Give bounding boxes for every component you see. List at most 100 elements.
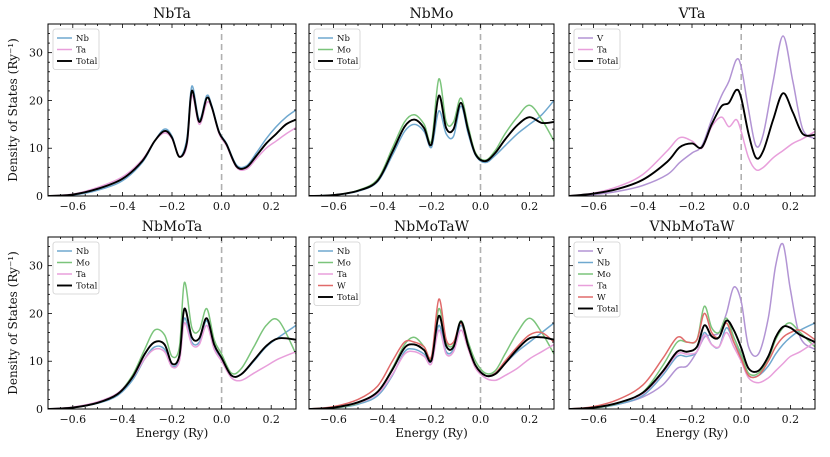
panel-title: VNbMoTaW (648, 219, 735, 235)
legend-label: W (597, 293, 606, 303)
legend-label: Nb (76, 34, 89, 44)
series-line-ta (569, 116, 815, 196)
x-tick-label: 0.2 (782, 413, 800, 426)
series-line-total (48, 89, 296, 196)
legend-label: Total (337, 293, 359, 303)
series-line-ta (48, 94, 296, 196)
panel-title: VTa (678, 6, 706, 22)
x-tick-label: −0.6 (320, 413, 347, 426)
panel-title: NbTa (153, 6, 191, 22)
series-line-v (569, 35, 815, 196)
legend-label: Total (76, 282, 98, 292)
x-tick-label: 0.0 (732, 413, 750, 426)
legend-box (52, 28, 100, 70)
legend-label: Mo (337, 259, 351, 269)
legend-box (573, 241, 621, 318)
series-line-mo (48, 281, 296, 409)
legend-label: Nb (597, 259, 610, 269)
series-line-nb (309, 322, 554, 409)
legend-label: V (596, 34, 604, 44)
x-axis-label: Energy (Ry) (656, 426, 729, 440)
legend-label: Ta (597, 282, 607, 292)
series-line-nb (309, 99, 554, 196)
x-tick-label: 0.0 (213, 200, 231, 213)
panel-title: NbMo (410, 6, 454, 22)
y-tick-label: 10 (29, 142, 43, 155)
legend-label: Nb (76, 247, 89, 257)
series-line-mo (569, 305, 815, 409)
legend-label: Ta (337, 270, 347, 280)
legend-box (313, 241, 361, 306)
legend-label: Nb (337, 247, 350, 257)
series-line-total (309, 314, 554, 409)
y-axis-label: Density of States (Ry⁻¹) (6, 38, 20, 182)
series-line-nb (569, 322, 815, 409)
x-tick-label: 0.2 (521, 200, 539, 213)
y-tick-label: 30 (29, 47, 43, 60)
x-tick-label: 0.0 (472, 413, 490, 426)
legend-label: Mo (76, 259, 90, 269)
legend-label: Total (597, 57, 619, 67)
y-tick-label: 10 (29, 355, 43, 368)
x-axis-label: Energy (Ry) (136, 426, 209, 440)
legend-label: V (596, 247, 604, 257)
legend-box (573, 28, 621, 70)
x-tick-label: −0.6 (59, 200, 86, 213)
series-line-w (569, 312, 815, 409)
panel-title: NbMoTaW (394, 219, 470, 235)
y-tick-label: 20 (29, 307, 43, 320)
x-tick-label: −0.4 (109, 200, 136, 213)
x-tick-label: 0.2 (782, 200, 800, 213)
x-tick-label: 0.2 (262, 200, 280, 213)
series-line-total (569, 88, 815, 196)
legend-label: Mo (337, 46, 351, 56)
y-tick-label: 0 (36, 403, 43, 416)
series-line-nb (48, 85, 296, 196)
x-tick-label: −0.2 (159, 413, 186, 426)
x-tick-label: −0.4 (369, 413, 396, 426)
legend-label: Total (597, 305, 619, 315)
series-line-ta (309, 329, 554, 409)
x-tick-label: −0.6 (320, 200, 347, 213)
series-line-total (569, 319, 815, 409)
x-tick-label: −0.4 (629, 200, 656, 213)
legend-label: Total (76, 57, 98, 67)
x-tick-label: −0.2 (679, 200, 706, 213)
y-tick-label: 20 (29, 94, 43, 107)
legend-box (52, 241, 100, 295)
x-tick-label: −0.6 (580, 200, 607, 213)
x-tick-label: 0.2 (262, 413, 280, 426)
x-tick-label: 0.0 (732, 200, 750, 213)
x-tick-label: −0.2 (418, 413, 445, 426)
x-tick-label: 0.2 (521, 413, 539, 426)
y-tick-label: 30 (29, 260, 43, 273)
x-tick-label: −0.4 (109, 413, 136, 426)
panel-title: NbMoTa (142, 219, 203, 235)
legend-label: Mo (597, 270, 611, 280)
legend-label: W (337, 282, 346, 292)
x-tick-label: −0.6 (580, 413, 607, 426)
legend-label: Ta (76, 46, 86, 56)
x-tick-label: −0.4 (629, 413, 656, 426)
legend-label: Ta (76, 270, 86, 280)
x-tick-label: 0.0 (213, 413, 231, 426)
legend-label: Total (337, 57, 359, 67)
legend: V NbMo TaW Total (573, 241, 621, 318)
x-axis-label: Energy (Ry) (395, 426, 468, 440)
series-line-total (48, 307, 296, 409)
y-tick-label: 0 (36, 190, 43, 203)
x-tick-label: 0.0 (472, 200, 490, 213)
legend: Nb MoTa Total (52, 241, 100, 295)
x-tick-label: −0.2 (159, 200, 186, 213)
